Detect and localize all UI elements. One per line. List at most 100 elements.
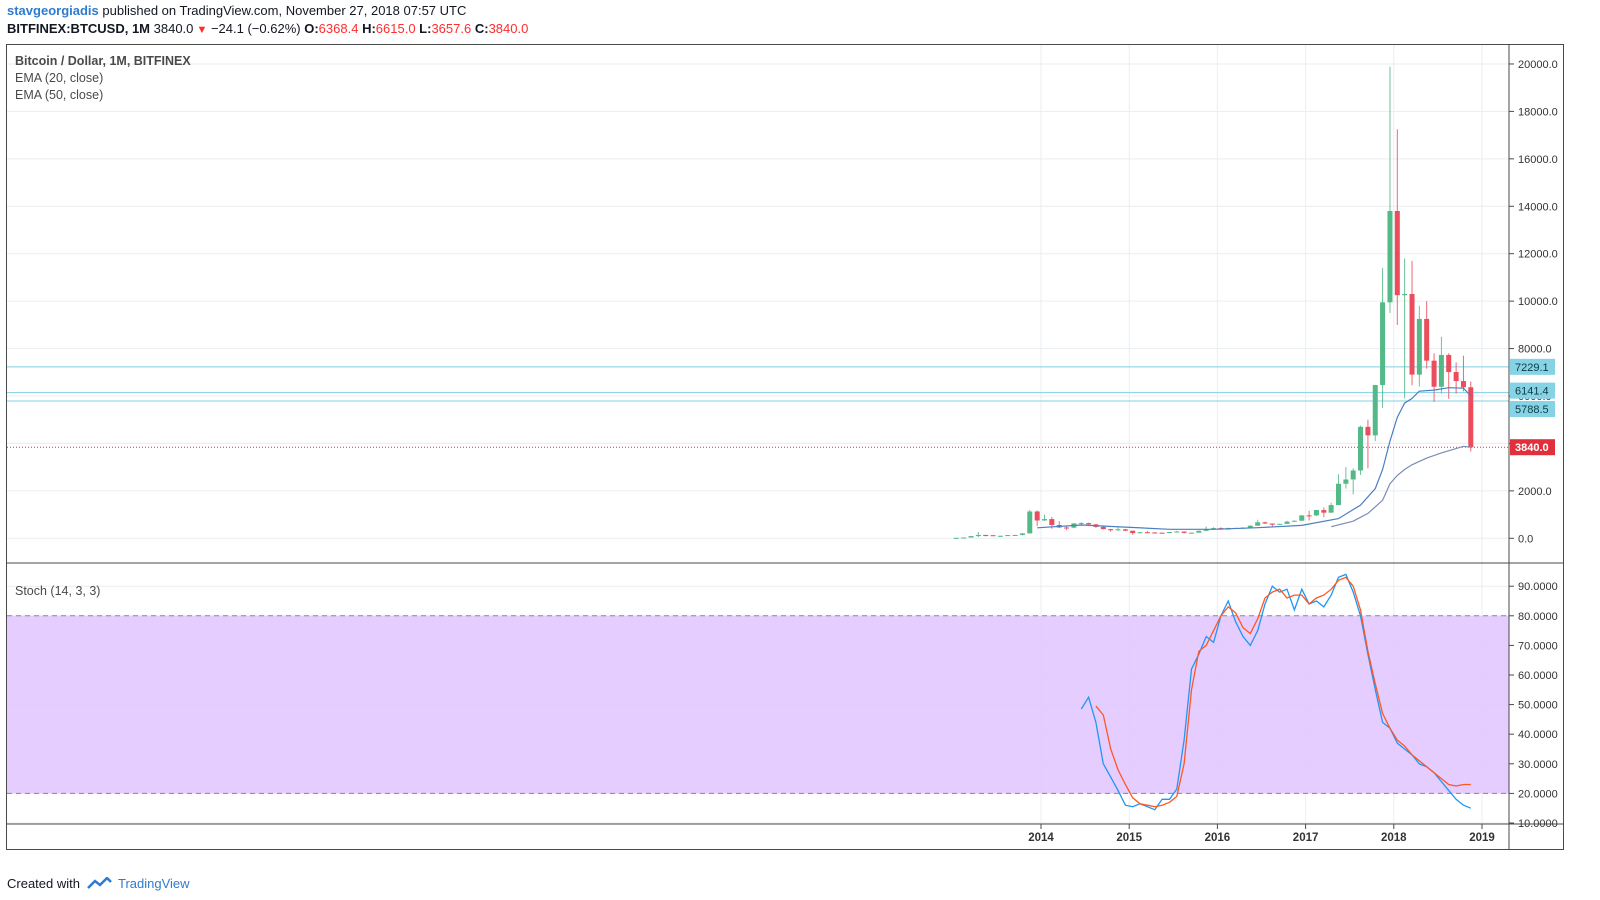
candle-body	[1034, 511, 1040, 521]
candle-body	[1438, 354, 1444, 387]
candle-body	[1262, 522, 1268, 524]
stoch-legend[interactable]: Stoch (14, 3, 3)	[15, 584, 101, 598]
candle-body	[997, 535, 1003, 537]
candle-body	[1365, 426, 1371, 436]
stoch-tick-label: 30.0000	[1518, 759, 1558, 771]
tradingview-brand-link[interactable]: TradingView	[117, 876, 190, 891]
high-value: 6615.0	[375, 21, 416, 36]
candle-body	[990, 535, 996, 537]
candle-body	[1247, 525, 1253, 528]
candle-body	[1321, 510, 1327, 513]
candle-body	[1144, 532, 1150, 534]
price-line-label: 6141.4	[1515, 386, 1549, 398]
candle-body	[1416, 318, 1422, 375]
candle-body	[1137, 532, 1143, 534]
candle-body	[1409, 294, 1415, 375]
candle-body	[1130, 530, 1136, 534]
last-price-label: 3840.0	[1515, 442, 1549, 454]
stoch-tick-label: 40.0000	[1518, 729, 1558, 741]
candle-body	[1446, 354, 1452, 373]
candle-body	[1306, 515, 1312, 517]
created-with-text: Created with	[7, 876, 80, 891]
ema20-line	[1037, 387, 1472, 530]
candle-body	[1115, 529, 1121, 531]
ema20-legend[interactable]: EMA (20, close)	[15, 71, 104, 85]
x-tick-label: 2018	[1381, 832, 1407, 844]
candle-body	[1166, 532, 1172, 534]
ema50-legend[interactable]: EMA (50, close)	[15, 88, 104, 102]
candle-body	[1431, 360, 1437, 387]
candle-body	[1277, 523, 1283, 525]
down-arrow-icon: ▼	[193, 24, 208, 36]
stoch-tick-label: 80.0000	[1518, 611, 1558, 623]
candle-body	[1291, 520, 1297, 522]
stoch-tick-label: 70.0000	[1518, 640, 1558, 652]
candle-body	[1181, 531, 1187, 533]
candle-body	[1372, 385, 1378, 436]
candle-body	[1152, 532, 1158, 534]
candle-body	[961, 537, 967, 539]
candle-body	[1019, 533, 1025, 535]
candle-body	[1027, 511, 1033, 534]
x-tick-label: 2016	[1205, 832, 1231, 844]
candle-body	[1042, 519, 1047, 521]
candle-body	[1313, 510, 1319, 516]
open-value: 6368.4	[318, 21, 359, 36]
stoch-tick-label: 20.0000	[1518, 788, 1558, 800]
low-value: 3657.6	[431, 21, 472, 36]
stoch-d-line	[1095, 576, 1471, 808]
candle-body	[1335, 483, 1341, 506]
price-line-tag	[1510, 358, 1555, 375]
symbol-label: BITFINEX:BTCUSD, 1M	[7, 21, 150, 36]
y-tick-label: 8000.0	[1518, 344, 1552, 356]
author-link[interactable]: stavgeorgiadis	[7, 3, 99, 18]
y-tick-label: 2000.0	[1518, 486, 1552, 498]
candle-body	[1159, 532, 1165, 534]
candle-body	[1100, 526, 1106, 530]
stoch-tick-label: 60.0000	[1518, 670, 1558, 682]
published-text: published on TradingView.com, November 2…	[102, 3, 467, 18]
x-tick-label: 2019	[1469, 832, 1495, 844]
chart-frame	[6, 44, 1564, 850]
price-line-label: 7229.1	[1515, 362, 1549, 374]
y-tick-label: 0.0	[1518, 533, 1533, 545]
candle-body	[1387, 211, 1393, 303]
y-tick-label: 12000.0	[1518, 249, 1558, 261]
candle-body	[983, 534, 989, 536]
candle-body	[975, 534, 981, 537]
y-tick-label: 18000.0	[1518, 106, 1558, 118]
x-tick-label: 2015	[1116, 832, 1142, 844]
x-tick-label: 2017	[1293, 832, 1319, 844]
candle-body	[1402, 294, 1408, 296]
publish-info: stavgeorgiadis published on TradingView.…	[7, 3, 466, 18]
close-label: C:	[474, 21, 489, 36]
candle-body	[1380, 302, 1386, 386]
last-price-tag	[1510, 439, 1555, 456]
price-line-label: 5788.5	[1515, 404, 1549, 416]
candle-body	[1299, 515, 1305, 521]
footer: Created with TradingView	[7, 876, 190, 891]
candle-body	[1269, 523, 1275, 525]
y-tick-label: 20000.0	[1518, 59, 1558, 71]
candle-body	[1122, 529, 1128, 531]
price-line-tag	[1510, 382, 1555, 399]
tradingview-logo-icon	[87, 876, 112, 889]
stoch-tick-label: 90.0000	[1518, 581, 1558, 593]
candle-body	[1328, 505, 1334, 513]
candle-body	[1343, 479, 1349, 484]
close-value: 3840.0	[488, 21, 529, 36]
main-series-legend[interactable]: Bitcoin / Dollar, 1M, BITFINEX	[15, 54, 191, 68]
candle-body	[1350, 470, 1356, 480]
price-change: −24.1 (−0.62%)	[210, 21, 301, 36]
candle-body	[1255, 522, 1261, 526]
y-tick-label: 16000.0	[1518, 154, 1558, 166]
low-label: L:	[419, 21, 432, 36]
candle-body	[1086, 523, 1092, 525]
candle-body	[1358, 426, 1364, 471]
candle-body	[1203, 529, 1209, 531]
candle-body	[1108, 529, 1114, 531]
candle-body	[1196, 530, 1202, 533]
candle-body	[1174, 531, 1180, 533]
candle-body	[1394, 211, 1400, 296]
